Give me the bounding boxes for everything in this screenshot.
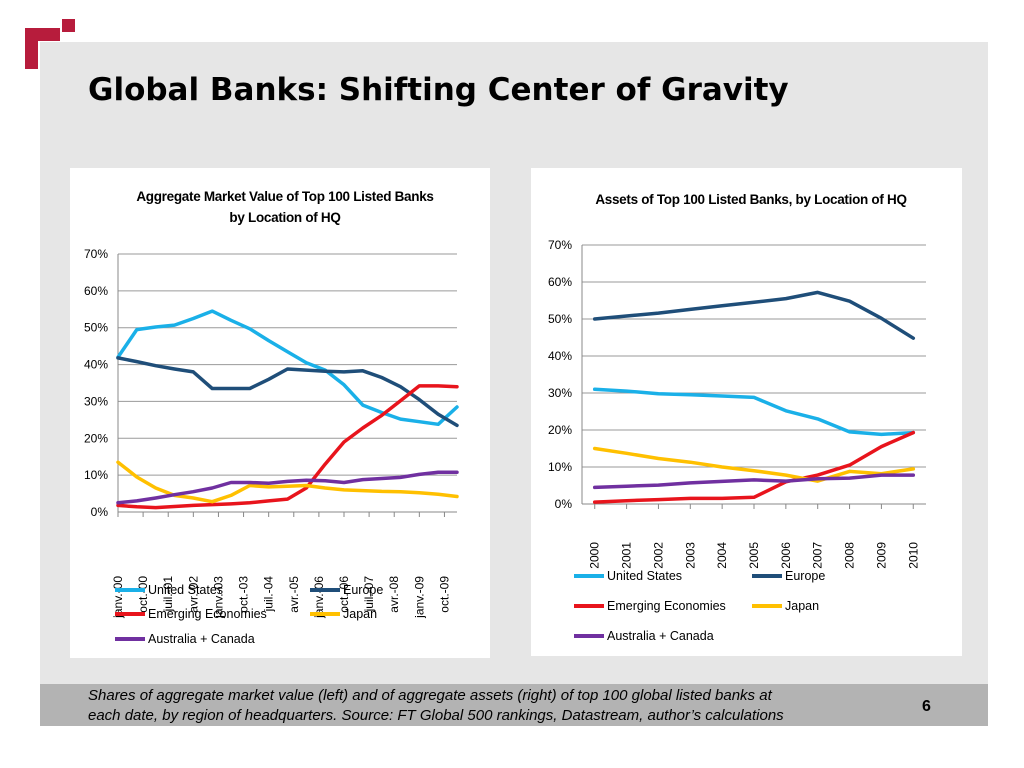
x-tick-label: juil.-01 — [161, 576, 175, 613]
y-tick-label: 0% — [91, 505, 109, 519]
legend-item: Japan — [310, 607, 377, 621]
legend-swatch — [310, 612, 340, 616]
legend-label: Emerging Economies — [607, 599, 726, 613]
chart-title-line1: Aggregate Market Value of Top 100 Listed… — [136, 189, 434, 204]
chart-title: Aggregate Market Value of Top 100 Listed… — [90, 186, 480, 228]
legend-label: Emerging Economies — [148, 607, 267, 621]
legend-label: United States — [148, 583, 224, 597]
x-tick-label: oct.-09 — [437, 576, 451, 613]
x-tick-label: janv.-06 — [312, 576, 326, 619]
legend-item: Europe — [310, 583, 383, 597]
logo-square — [62, 19, 75, 32]
y-tick-label: 40% — [84, 358, 108, 372]
legend-swatch — [574, 604, 604, 608]
assets-chart: Assets of Top 100 Listed Banks, by Locat… — [531, 168, 962, 656]
y-tick-label: 20% — [548, 423, 572, 437]
x-tick-label: janv.-09 — [412, 576, 426, 619]
legend-swatch — [752, 604, 782, 608]
x-tick-label: oct.-03 — [237, 576, 251, 613]
legend-label: Europe — [343, 583, 384, 597]
legend-item: Japan — [752, 599, 819, 613]
x-tick-label: 2010 — [906, 542, 920, 569]
brand-logo — [25, 19, 75, 69]
x-tick-label: janv.-03 — [211, 576, 225, 619]
x-tick-label: juil.-07 — [362, 576, 376, 613]
x-tick-label: 2000 — [588, 542, 602, 569]
x-tick-label: 2003 — [683, 542, 697, 569]
chart-title-line2: by Location of HQ — [229, 210, 341, 225]
chart-title: Assets of Top 100 Listed Banks, by Locat… — [595, 192, 907, 207]
legend-label: Japan — [785, 599, 820, 613]
y-tick-label: 10% — [84, 468, 108, 482]
legend-label: Japan — [343, 607, 378, 621]
legend-label: Australia + Canada — [148, 632, 255, 646]
legend-swatch — [752, 574, 782, 578]
slide-title: Global Banks: Shifting Center of Gravity — [88, 72, 789, 108]
y-tick-label: 40% — [548, 349, 572, 363]
x-tick-label: 2006 — [779, 542, 793, 569]
legend-swatch — [574, 634, 604, 638]
caption-bar — [40, 684, 988, 726]
series-line-australia-canada — [116, 470, 459, 505]
legend-item: Australia + Canada — [115, 632, 255, 646]
x-tick-label: 2007 — [811, 542, 825, 569]
page-number: 6 — [922, 698, 931, 715]
x-tick-label: avr.-05 — [287, 576, 301, 613]
series-line-united-states — [116, 309, 459, 427]
market-value-chart: Aggregate Market Value of Top 100 Listed… — [70, 168, 490, 658]
y-tick-label: 20% — [84, 431, 108, 445]
series-line-emerging-economies — [116, 384, 459, 510]
assets-plot: 0% 10% 20% 30% 40% 50% 60% 70% 2000 2001 2002 2003 2… — [548, 238, 926, 569]
x-tick-label: oct.-06 — [337, 576, 351, 613]
legend-swatch — [115, 588, 145, 592]
x-tick-label: 2004 — [715, 542, 729, 569]
market-value-plot: 0% 10% 20% 30% 40% 50% 60% 70% janv.-00 oct.-00 ju… — [84, 247, 459, 619]
series-line-europe — [116, 356, 459, 428]
legend-item: United States — [574, 569, 682, 583]
legend-swatch — [115, 612, 145, 616]
legend-swatch — [115, 637, 145, 641]
x-tick-label: 2008 — [843, 542, 857, 569]
series-line-united-states — [592, 387, 916, 437]
series-line-australia-canada — [592, 473, 916, 490]
y-tick-label: 50% — [548, 312, 572, 326]
logo-bar-horizontal — [25, 28, 60, 41]
x-tick-label: avr.-08 — [387, 576, 401, 613]
y-tick-label: 70% — [548, 238, 572, 252]
legend-item: Australia + Canada — [574, 629, 714, 643]
legend-label: Europe — [785, 569, 826, 583]
y-tick-label: 60% — [548, 275, 572, 289]
y-tick-label: 60% — [84, 284, 108, 298]
y-tick-label: 50% — [84, 321, 108, 335]
x-tick-label: janv.-00 — [111, 576, 125, 619]
x-tick-label: oct.-00 — [136, 576, 150, 613]
legend-item: Emerging Economies — [115, 607, 267, 621]
series-line-japan — [592, 446, 916, 483]
y-tick-label: 30% — [548, 386, 572, 400]
x-tick-label: avr.-02 — [186, 576, 200, 613]
caption-line: each date, by region of headquarters. So… — [88, 707, 784, 724]
slide-caption: Shares of aggregate market value (left) … — [88, 686, 888, 726]
legend-item: United States — [115, 583, 223, 597]
series-line-europe — [592, 290, 916, 340]
caption-line: Shares of aggregate market value (left) … — [88, 687, 772, 704]
legend-swatch — [574, 574, 604, 578]
legend-swatch — [310, 588, 340, 592]
x-tick-label: 2005 — [747, 542, 761, 569]
legend-label: United States — [607, 569, 683, 583]
y-tick-label: 10% — [548, 460, 572, 474]
x-tick-label: 2009 — [874, 542, 888, 569]
legend-item: Emerging Economies — [574, 599, 726, 613]
y-tick-label: 0% — [555, 497, 573, 511]
y-tick-label: 30% — [84, 394, 108, 408]
series-line-emerging-economies — [592, 430, 916, 504]
legend-item: Europe — [752, 569, 825, 583]
x-tick-label: 2001 — [620, 542, 634, 569]
legend-label: Australia + Canada — [607, 629, 714, 643]
x-tick-label: juil.-04 — [262, 576, 276, 613]
x-tick-label: 2002 — [651, 542, 665, 569]
y-tick-label: 70% — [84, 247, 108, 261]
